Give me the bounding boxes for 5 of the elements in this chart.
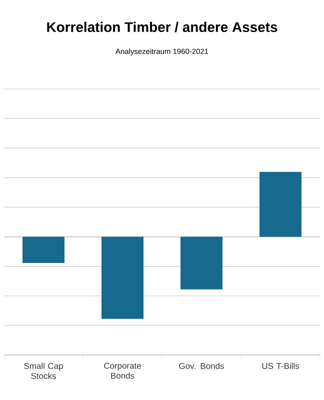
chart-title: Korrelation Timber / andere Assets: [47, 22, 278, 32]
x-tick-label: Corporate Bonds: [104, 362, 141, 379]
x-tick-label: Gov. Bonds: [179, 362, 224, 369]
x-tick-label: US T-Bills: [262, 362, 300, 369]
x-tick-label: Small Cap Stocks: [24, 362, 63, 379]
